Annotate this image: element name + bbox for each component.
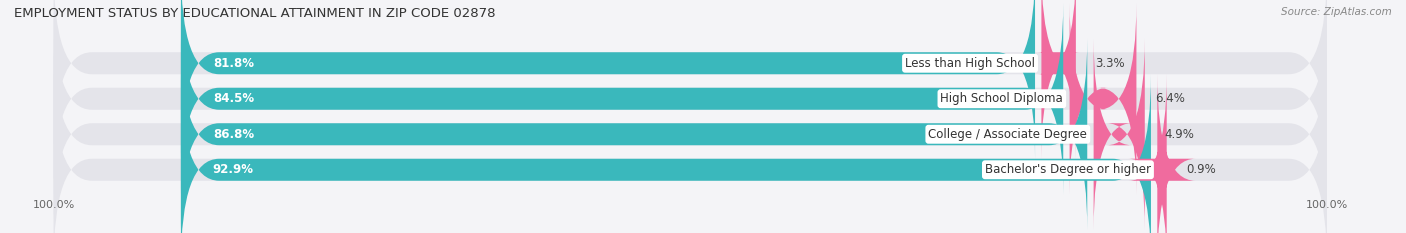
- Text: College / Associate Degree: College / Associate Degree: [928, 128, 1087, 141]
- FancyBboxPatch shape: [181, 3, 1063, 194]
- Text: Source: ZipAtlas.com: Source: ZipAtlas.com: [1281, 7, 1392, 17]
- FancyBboxPatch shape: [1129, 74, 1195, 233]
- FancyBboxPatch shape: [181, 74, 1152, 233]
- FancyBboxPatch shape: [181, 0, 1035, 159]
- FancyBboxPatch shape: [1094, 39, 1144, 230]
- Text: 0.9%: 0.9%: [1185, 163, 1216, 176]
- Text: 3.3%: 3.3%: [1095, 57, 1125, 70]
- FancyBboxPatch shape: [1070, 3, 1136, 194]
- Text: 4.9%: 4.9%: [1164, 128, 1194, 141]
- FancyBboxPatch shape: [53, 39, 1327, 230]
- Text: High School Diploma: High School Diploma: [941, 92, 1063, 105]
- Text: Bachelor's Degree or higher: Bachelor's Degree or higher: [986, 163, 1152, 176]
- Text: 6.4%: 6.4%: [1156, 92, 1185, 105]
- FancyBboxPatch shape: [53, 0, 1327, 159]
- Text: 86.8%: 86.8%: [212, 128, 254, 141]
- FancyBboxPatch shape: [53, 3, 1327, 194]
- FancyBboxPatch shape: [181, 39, 1087, 230]
- Text: 81.8%: 81.8%: [212, 57, 253, 70]
- Text: 92.9%: 92.9%: [212, 163, 253, 176]
- FancyBboxPatch shape: [53, 74, 1327, 233]
- Text: 84.5%: 84.5%: [212, 92, 254, 105]
- Text: EMPLOYMENT STATUS BY EDUCATIONAL ATTAINMENT IN ZIP CODE 02878: EMPLOYMENT STATUS BY EDUCATIONAL ATTAINM…: [14, 7, 495, 20]
- Text: Less than High School: Less than High School: [905, 57, 1035, 70]
- FancyBboxPatch shape: [1038, 0, 1080, 159]
